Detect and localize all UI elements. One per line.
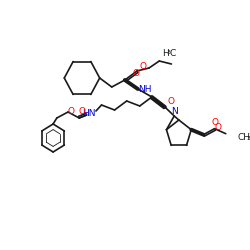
- Text: O: O: [78, 108, 86, 116]
- Text: O: O: [215, 123, 222, 132]
- Text: 3: 3: [246, 136, 250, 141]
- Text: O: O: [67, 106, 74, 116]
- Text: 3: 3: [167, 50, 171, 56]
- Text: O: O: [132, 69, 139, 78]
- Text: HN: HN: [82, 108, 95, 118]
- Text: NH: NH: [138, 86, 151, 94]
- Text: O: O: [212, 118, 219, 127]
- Text: O: O: [140, 62, 146, 71]
- Text: H: H: [162, 48, 169, 58]
- Text: C: C: [170, 48, 176, 58]
- Text: CH: CH: [238, 133, 250, 142]
- Text: O: O: [168, 98, 175, 106]
- Text: N: N: [171, 106, 177, 116]
